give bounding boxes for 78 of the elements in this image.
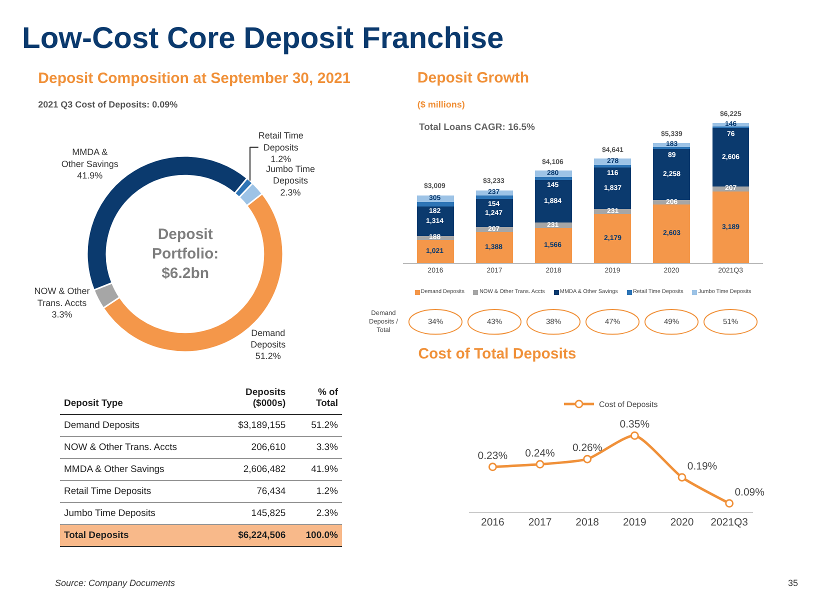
x-tick-label: 2019 — [622, 516, 647, 529]
point — [678, 473, 686, 482]
bar — [653, 204, 690, 263]
chart-title: Deposit Growth — [417, 70, 530, 87]
data-label: 2,606,482 — [217, 458, 290, 480]
source-note: Source: Company Documents — [55, 578, 176, 588]
data-label: 0.35% — [620, 418, 650, 431]
category-label: Total Deposits — [60, 524, 218, 546]
bar — [476, 227, 513, 232]
category-label: NOW & Other Trans. Accts — [60, 436, 218, 458]
data-label: $3,189,155 — [217, 414, 290, 436]
data-label: 145,825 — [217, 502, 290, 524]
bar — [417, 202, 454, 206]
bar — [535, 180, 572, 223]
chart-subtitle: 2021 Q3 Cost of Deposits: 0.09% — [38, 100, 178, 110]
data-label: 51.2% — [255, 351, 281, 362]
slice-label: Jumbo Time Deposits — [266, 164, 316, 186]
data-label: 1.2% — [270, 154, 292, 164]
chart-title: Deposit Composition at September 30, 2021 — [38, 70, 351, 87]
slice-label: Demand Deposits — [250, 328, 286, 350]
data-label: 0.26% — [572, 442, 602, 454]
data-label: $6,224,506 — [217, 524, 290, 546]
data-label: 0.19% — [687, 460, 718, 472]
text: Deposit Type — [60, 382, 218, 414]
data-label: 76,434 — [217, 480, 290, 502]
point — [536, 460, 544, 469]
legend-label: Cost of Deposits — [599, 400, 658, 410]
bar — [476, 232, 513, 263]
text: Deposit Portfolio: $6.2bn — [152, 226, 219, 282]
text: Low-Cost Core Deposit Franchise — [22, 22, 504, 56]
chart-subtitle: ($ millions) — [417, 99, 465, 110]
annotation: Total Loans CAGR: 16.5% — [419, 122, 536, 133]
x-tick-label: 2017 — [528, 516, 552, 529]
data-label: 0.09% — [734, 486, 764, 498]
category-label: Demand Deposits — [60, 414, 218, 436]
data-label: 206,610 — [217, 436, 290, 458]
x-tick-label: 2018 — [576, 516, 600, 529]
data-label: 41.9% — [77, 170, 103, 181]
bar — [594, 214, 631, 263]
data-label: 3.3% — [290, 436, 342, 458]
data-label: 1.2% — [290, 480, 342, 502]
bar — [417, 240, 454, 263]
point — [725, 499, 734, 508]
category-label: Jumbo Time Deposits — [60, 502, 218, 524]
text: 35 — [788, 578, 798, 588]
point — [630, 431, 639, 440]
slice-label: NOW & Other Trans. Accts — [34, 286, 90, 308]
category-label: MMDA & Other Savings — [60, 458, 218, 480]
bar — [712, 191, 749, 263]
bar — [476, 196, 513, 200]
data-label: 100.0% — [290, 524, 342, 546]
bar — [594, 164, 631, 168]
point — [488, 462, 497, 472]
data-label: 51.2% — [290, 414, 342, 436]
data-label: 2.3% — [280, 187, 301, 198]
x-tick-label: 2016 — [480, 516, 505, 529]
data-label: 2.3% — [290, 502, 342, 524]
bar — [653, 149, 690, 200]
bar — [712, 128, 749, 187]
slice-label: Retail Time Deposits — [258, 130, 304, 152]
bar — [594, 167, 631, 209]
data-label: 0.23% — [478, 450, 508, 462]
bar — [476, 199, 513, 228]
data-label: 0.24% — [525, 447, 555, 460]
text: Deposits ($000s) — [217, 382, 290, 414]
bar — [535, 228, 572, 263]
bar — [535, 176, 572, 180]
point — [583, 454, 592, 464]
data-label: 41.9% — [290, 458, 342, 480]
category-label: Retail Time Deposits — [60, 480, 218, 502]
bar — [712, 186, 749, 192]
chart-title: Cost of Total Deposits — [418, 345, 576, 362]
slice-label: MMDA & Other Savings — [61, 147, 119, 169]
text: % of Total — [290, 382, 342, 414]
x-tick-label: 2021Q3 — [710, 516, 748, 529]
x-tick-label: 2020 — [670, 516, 694, 529]
data-label: 3.3% — [52, 310, 72, 320]
bar — [417, 206, 454, 236]
